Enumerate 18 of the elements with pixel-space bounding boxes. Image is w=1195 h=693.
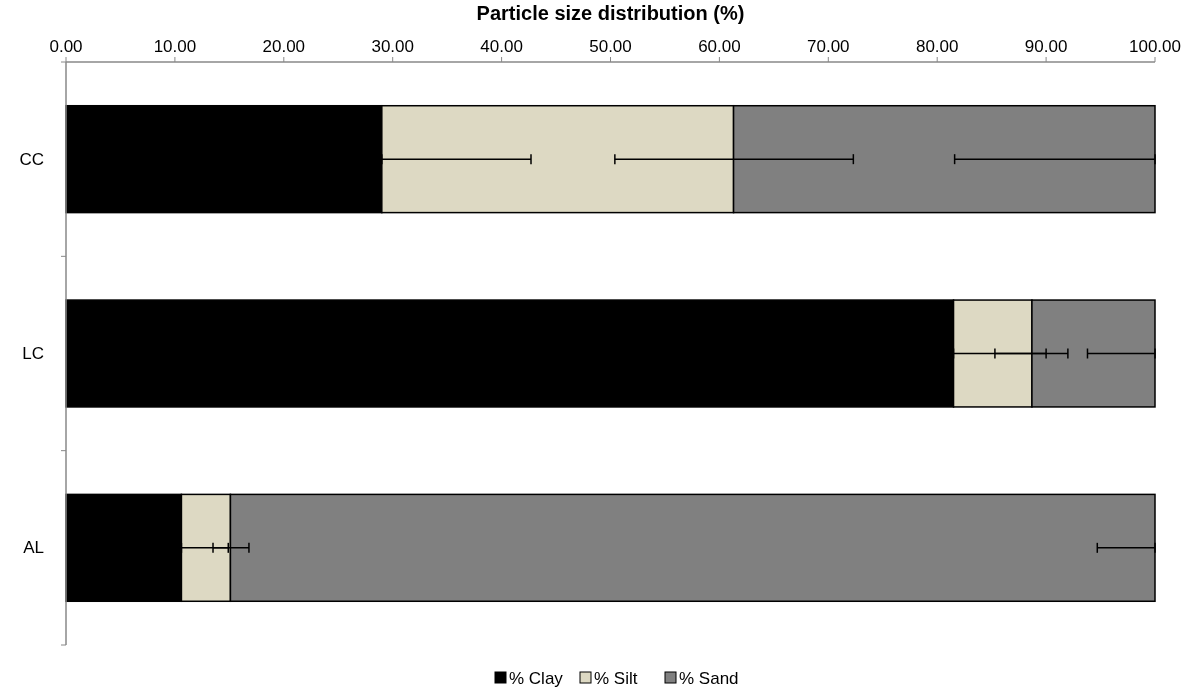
legend-label: % Clay [509,669,564,688]
x-tick-label: 50.00 [589,37,632,56]
x-axis-title: Particle size distribution (%) [476,2,745,24]
legend-label: % Silt [594,669,638,688]
x-tick-label: 20.00 [262,37,306,56]
x-tick-label: 60.00 [698,37,741,56]
x-tick-label: 80.00 [915,37,959,56]
y-tick-label: LC [22,344,44,363]
x-tick-label: 30.00 [371,37,414,56]
x-tick-label: 10.00 [153,37,197,56]
x-tick-label: 0.00 [49,37,83,56]
x-tick-label: 90.00 [1024,37,1068,56]
x-tick-label: 70.00 [807,37,850,56]
x-tick-label: 40.00 [480,37,523,56]
x-tick-label: 100.00 [1129,37,1181,56]
legend-label: % Sand [679,669,739,688]
y-tick-label: CC [19,149,44,169]
y-tick-label: AL [23,538,44,558]
